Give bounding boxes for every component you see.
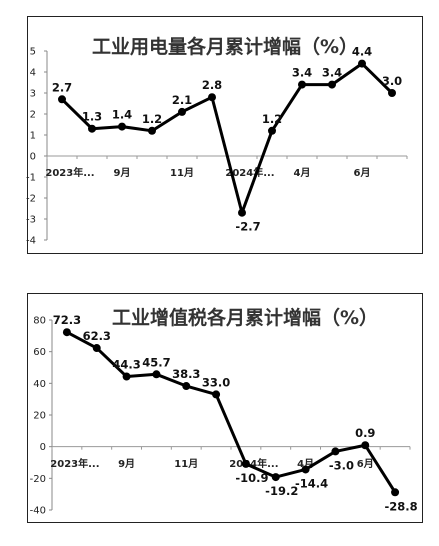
- vat-data-point: [62, 328, 71, 337]
- elec-data-label: 2.7: [52, 80, 72, 94]
- vat-data-label: -28.8: [385, 499, 418, 513]
- elec-data-point: [298, 80, 306, 89]
- elec-x-tick-label: 2024年...: [225, 166, 274, 179]
- vat-data-point: [301, 465, 310, 474]
- vat-data-label: -10.9: [235, 471, 268, 485]
- vat-data-point: [361, 441, 370, 450]
- elec-y-tick-label: 5: [30, 47, 36, 58]
- vat-x-tick-label: 11月: [174, 458, 198, 470]
- elec-data-label: 2.8: [202, 78, 222, 92]
- vat-data-point: [182, 382, 191, 391]
- elec-y-tick-label: 0: [30, 152, 36, 163]
- elec-series-line: [60, 62, 394, 215]
- elec-data-point: [178, 107, 186, 116]
- elec-data-label: -2.7: [235, 220, 260, 234]
- elec-y-tick-label: 3: [30, 89, 36, 100]
- elec-y-tick-label: -1: [26, 173, 36, 184]
- elec-data-point: [88, 124, 96, 133]
- vat-y-tick-label: 80: [33, 316, 46, 327]
- elec-x-tick-label: 11月: [170, 167, 194, 179]
- chart-electricity-panel: [27, 16, 423, 254]
- elec-data-point: [238, 208, 246, 217]
- elec-data-label: 1.4: [112, 108, 132, 122]
- vat-data-point: [331, 447, 340, 456]
- vat-y-tick-label: 20: [33, 411, 46, 422]
- vat-y-tick-label: -20: [30, 474, 46, 485]
- vat-data-label: 72.3: [53, 313, 81, 327]
- vat-data-point: [122, 372, 131, 381]
- elec-y-tick-label: -3: [26, 215, 36, 226]
- elec-data-label: 3.4: [292, 66, 312, 80]
- elec-data-label: 1.3: [82, 110, 102, 124]
- elec-data-label: 1.2: [262, 112, 282, 126]
- vat-data-label: -3.0: [329, 458, 354, 472]
- vat-data-label: 38.3: [172, 367, 200, 381]
- elec-chart-title: 工业用电量各月累计增幅（%）: [92, 35, 358, 58]
- elec-data-point: [58, 95, 66, 104]
- elec-data-point: [358, 59, 366, 68]
- vat-data-label: 62.3: [83, 329, 111, 343]
- chart-vat-panel: [27, 293, 423, 523]
- vat-y-tick-label: -40: [30, 506, 46, 517]
- elec-data-point: [328, 80, 336, 89]
- vat-x-tick-label: 9月: [118, 458, 135, 470]
- elec-data-label: 3.0: [382, 74, 402, 88]
- vat-data-label: 0.9: [355, 426, 375, 440]
- elec-x-tick-label: 6月: [354, 167, 371, 179]
- vat-y-tick-label: 0: [40, 442, 46, 453]
- vat-x-tick-label: 2023年...: [50, 457, 99, 470]
- vat-x-tick-label: 2024年...: [229, 457, 278, 470]
- vat-data-label: -14.4: [295, 476, 328, 490]
- vat-data-point: [271, 473, 280, 482]
- elec-x-tick-label: 9月: [114, 167, 131, 179]
- vat-data-point: [152, 370, 161, 379]
- vat-data-point: [241, 459, 250, 468]
- elec-data-label: 2.1: [172, 93, 192, 107]
- elec-data-label: 1.2: [142, 112, 162, 126]
- elec-x-tick-label: 2023年...: [45, 166, 94, 179]
- elec-data-point: [208, 93, 216, 102]
- elec-data-point: [388, 89, 396, 97]
- vat-data-label: 45.7: [142, 355, 170, 369]
- vat-data-label: 33.0: [202, 375, 230, 389]
- vat-x-tick-label: 6月: [357, 458, 374, 470]
- vat-data-point: [212, 390, 221, 399]
- vat-data-label: -19.2: [265, 484, 298, 498]
- elec-data-point: [268, 126, 276, 135]
- vat-series-line: [66, 330, 397, 494]
- elec-y-tick-label: -4: [26, 236, 36, 247]
- elec-y-tick-label: -2: [26, 194, 36, 205]
- elec-y-tick-label: 1: [30, 131, 36, 142]
- elec-data-label: 4.4: [352, 45, 372, 59]
- elec-y-tick-label: 2: [30, 110, 36, 121]
- elec-x-tick-label: 4月: [294, 167, 311, 179]
- vat-y-tick-label: 40: [33, 379, 46, 390]
- elec-data-point: [148, 126, 156, 135]
- vat-data-point: [92, 344, 101, 353]
- vat-data-label: 44.3: [112, 358, 140, 372]
- vat-data-point: [391, 488, 400, 497]
- vat-chart-title: 工业增值税各月累计增幅（%）: [112, 306, 378, 329]
- elec-data-label: 3.4: [322, 66, 342, 80]
- elec-data-point: [118, 122, 126, 131]
- elec-y-tick-label: 4: [30, 68, 36, 79]
- vat-y-tick-label: 60: [33, 347, 46, 358]
